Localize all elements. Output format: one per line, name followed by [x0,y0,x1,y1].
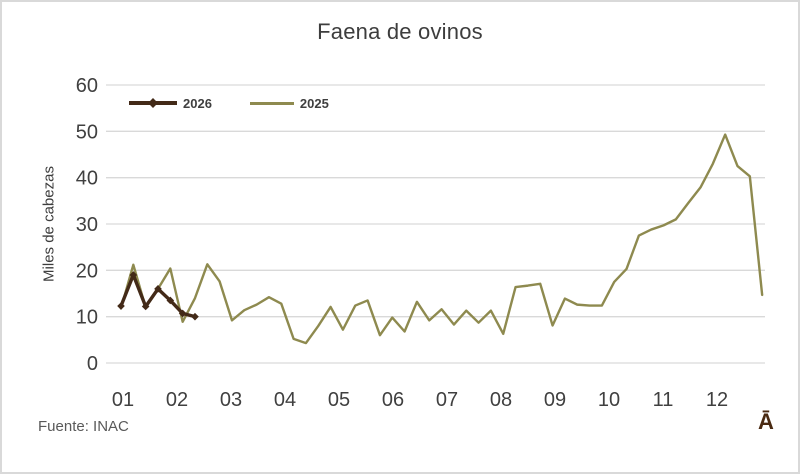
x-tick-label: 11 [653,389,674,411]
x-tick-label: 10 [598,389,620,411]
series-marker-2026 [129,271,138,279]
x-tick-label: 07 [436,389,458,411]
source-note: Fuente: INAC [38,418,129,435]
x-tick-label: 01 [112,389,134,411]
x-tick-label: 03 [220,389,242,411]
y-tick-label: 10 [76,307,98,329]
y-tick-label: 20 [76,260,98,282]
x-tick-label: 08 [490,389,512,411]
x-tick-label: 02 [166,389,188,411]
x-tick-label: 04 [274,389,296,411]
series-marker-2026 [178,309,187,318]
legend-item-2026: 2026 [129,96,212,111]
y-tick-label: 60 [76,75,98,97]
legend-line-2025-icon [249,101,294,105]
series-line-2026 [119,273,197,319]
chart-title: Faena de ovinos [317,19,483,44]
legend: 2026 2025 [129,94,329,112]
y-tick-label: 40 [76,168,98,190]
y-tick-label: 50 [76,121,98,143]
legend-label-2026: 2026 [183,95,212,111]
x-tick-label: 05 [328,389,350,411]
series-line-2025 [119,133,764,345]
watermark-logo: Ā [758,409,774,434]
legend-line-2026-icon [129,98,177,108]
y-tick-label: 30 [76,214,98,236]
legend-label-2025: 2025 [299,95,329,111]
legend-item-2025: 2025 [249,95,329,111]
y-tick-label: 0 [87,353,98,375]
x-tick-label: 09 [544,389,566,411]
x-tick-label: 12 [706,389,728,411]
legend-diamond-2026-icon [148,98,158,108]
x-tick-label: 06 [382,389,404,411]
series-marker-2026 [191,312,199,321]
series-marker-2026 [117,302,125,310]
